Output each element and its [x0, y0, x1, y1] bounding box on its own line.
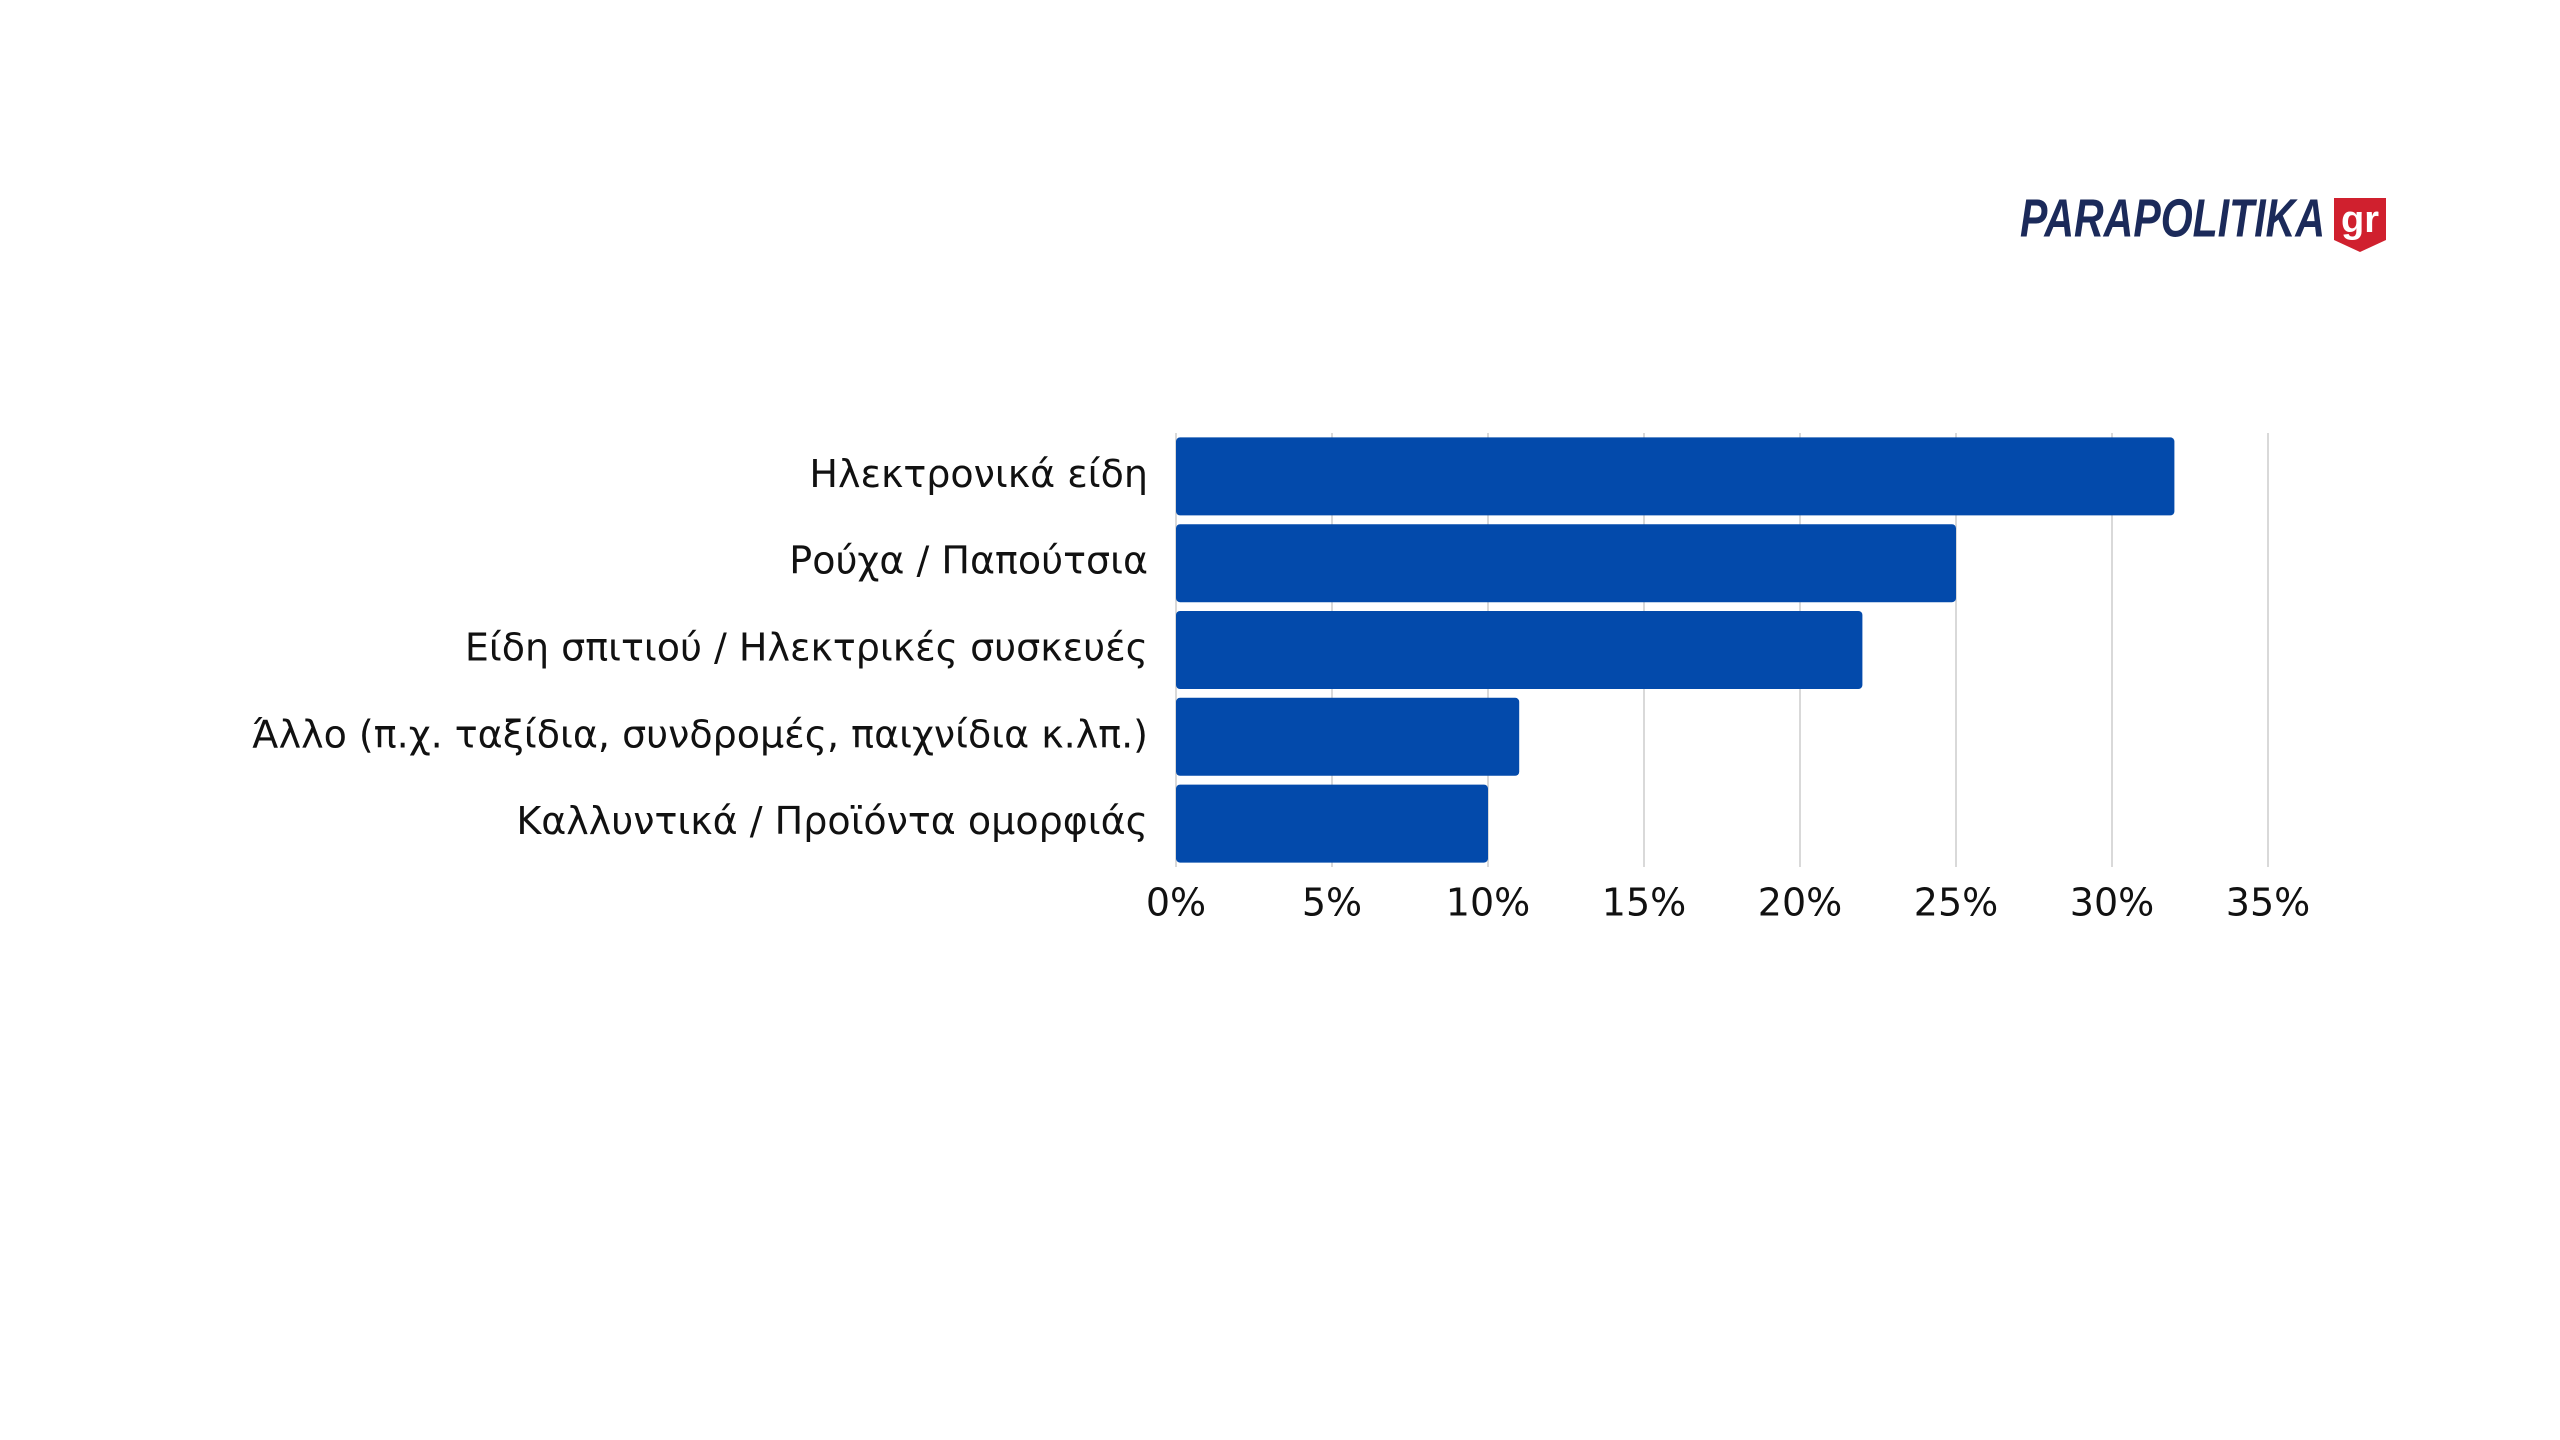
y-tick-label: Ρούχα / Παπούτσια	[789, 539, 1148, 583]
bar	[1176, 437, 2175, 516]
y-tick-label: Άλλο (π.χ. ταξίδια, συνδρομές, παιχνίδια…	[252, 712, 1148, 756]
x-tick-label: 5%	[1302, 881, 1362, 925]
x-tick-label: 20%	[1758, 881, 1842, 925]
x-tick-label: 25%	[1914, 881, 1998, 925]
bar	[1176, 524, 1956, 603]
bar	[1176, 611, 1863, 689]
brand-badge	[2334, 198, 2386, 252]
x-tick-label: 10%	[1446, 881, 1530, 925]
x-tick-label: 30%	[2070, 881, 2154, 925]
y-tick-label: Ηλεκτρονικά είδη	[809, 452, 1148, 496]
x-tick-label: 15%	[1602, 881, 1686, 925]
bar	[1176, 697, 1520, 776]
bar	[1176, 784, 1488, 863]
brand-suffix: gr	[2341, 199, 2379, 241]
brand-logo: PARAPOLITIKA gr	[2020, 188, 2386, 252]
x-tick-label: 0%	[1146, 881, 1206, 925]
y-tick-label: Είδη σπιτιού / Ηλεκτρικές συσκευές	[465, 626, 1148, 670]
y-tick-label: Καλλυντικά / Προϊόντα ομορφιάς	[516, 799, 1148, 843]
brand-name: PARAPOLITIKA	[2020, 188, 2325, 248]
x-tick-label: 35%	[2226, 881, 2310, 925]
